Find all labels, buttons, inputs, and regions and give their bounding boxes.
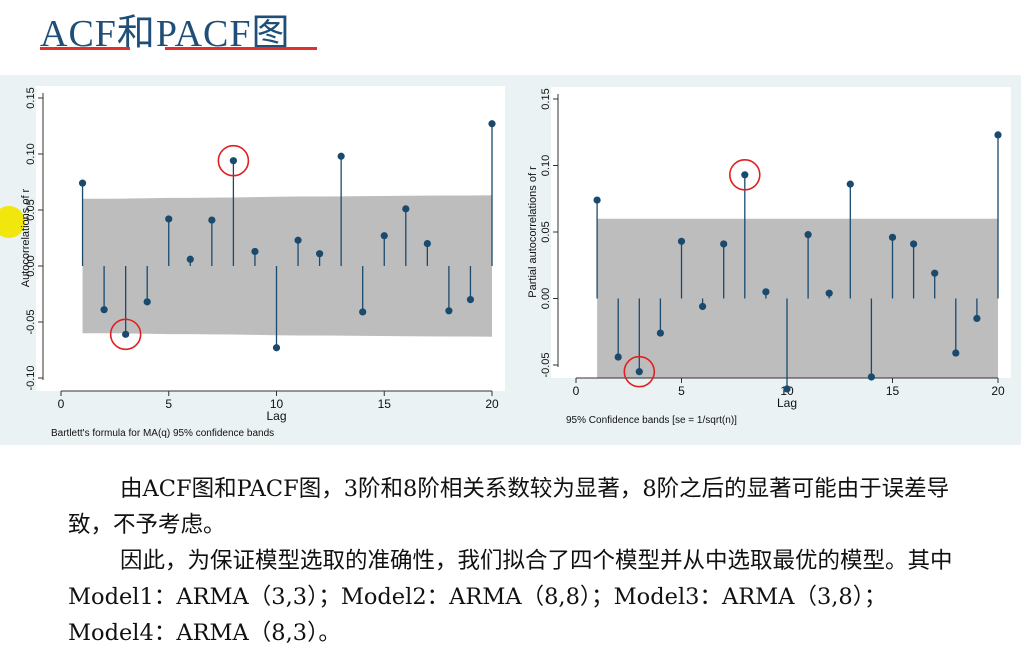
y-axis-title: Autocorrelations of r bbox=[20, 188, 32, 287]
data-point bbox=[380, 232, 388, 240]
y-tick-label: -0.05 bbox=[540, 352, 552, 377]
data-point bbox=[593, 196, 601, 204]
data-point bbox=[973, 314, 981, 323]
data-point bbox=[994, 131, 1002, 139]
body-text: 由ACF图和PACF图，3阶和8阶相关系数较为显著，8阶之后的显著可能由于误差导… bbox=[68, 471, 978, 651]
data-point bbox=[316, 250, 324, 258]
data-point bbox=[165, 215, 173, 223]
x-tick-label: 15 bbox=[886, 384, 900, 398]
x-tick-label: 5 bbox=[678, 384, 685, 398]
data-point bbox=[762, 288, 770, 296]
y-axis-title: Partial autocorrelations of r bbox=[527, 166, 539, 298]
data-point bbox=[656, 329, 664, 337]
highlight-circle bbox=[217, 144, 250, 177]
highlight-circle bbox=[623, 355, 656, 388]
data-point bbox=[699, 302, 707, 311]
y-tick-label: 0.00 bbox=[540, 288, 552, 309]
confidence-band bbox=[82, 195, 493, 337]
y-tick-label: 0.05 bbox=[540, 221, 552, 242]
title-underline-acf bbox=[40, 47, 130, 50]
data-point bbox=[804, 231, 812, 239]
data-point bbox=[677, 237, 686, 245]
y-tick-label: 0.00 bbox=[25, 255, 37, 276]
data-point bbox=[294, 236, 302, 244]
y-tick-label: 0.05 bbox=[25, 199, 37, 220]
y-tick-label: 0.15 bbox=[540, 88, 552, 109]
x-tick-label: 15 bbox=[378, 397, 392, 411]
confidence-band bbox=[597, 218, 998, 379]
data-point bbox=[229, 157, 237, 165]
y-tick-label: -0.05 bbox=[25, 309, 37, 334]
data-point bbox=[952, 349, 960, 357]
y-tick-label: 0.15 bbox=[25, 87, 37, 108]
data-point bbox=[888, 233, 897, 241]
pointer-highlight bbox=[0, 206, 25, 238]
data-point bbox=[488, 120, 496, 128]
data-point bbox=[272, 344, 281, 352]
data-point bbox=[445, 307, 453, 315]
x-tick-label: 20 bbox=[485, 397, 499, 411]
highlight-circle bbox=[109, 318, 142, 351]
data-point bbox=[741, 171, 749, 179]
x-axis-title: Lag bbox=[266, 409, 286, 423]
acf-chart: -0.10 -0.05 0.00 0.05 0.10 0.15 0 5 10 15 20 Autoco… bbox=[20, 86, 505, 438]
data-point bbox=[614, 353, 622, 361]
data-point bbox=[910, 240, 918, 248]
x-tick-label: 0 bbox=[58, 397, 65, 411]
data-point bbox=[931, 269, 939, 277]
data-point bbox=[122, 330, 130, 338]
pacf-chart: -0.050.000.050.100.1505101520Partial aut… bbox=[527, 87, 1011, 426]
data-point bbox=[783, 385, 791, 393]
paragraph-models: 因此，为保证模型选取的准确性，我们拟合了四个模型并从中选取最优的模型。其中Mod… bbox=[68, 548, 953, 646]
data-point bbox=[359, 308, 367, 316]
highlight-circle bbox=[729, 159, 761, 191]
x-tick-label: 0 bbox=[573, 384, 580, 398]
data-point bbox=[251, 247, 259, 256]
x-tick-label: 20 bbox=[991, 384, 1005, 398]
paragraph-conclusion: 由ACF图和PACF图，3阶和8阶相关系数较为显著，8阶之后的显著可能由于误差导… bbox=[68, 476, 950, 538]
x-tick-label: 5 bbox=[165, 397, 172, 411]
data-point bbox=[337, 152, 345, 160]
band-note: Bartlett's formula for MA(q) 95% confide… bbox=[51, 428, 274, 438]
data-point bbox=[423, 240, 431, 248]
data-point bbox=[402, 205, 410, 213]
data-point bbox=[100, 306, 108, 314]
title-underline-pacf bbox=[165, 47, 317, 50]
data-point bbox=[143, 298, 151, 306]
data-point bbox=[867, 373, 875, 381]
x-tick-label: 10 bbox=[270, 397, 284, 411]
data-point bbox=[186, 255, 194, 263]
data-point bbox=[846, 180, 854, 188]
data-point bbox=[635, 368, 643, 376]
y-tick-label: -0.10 bbox=[25, 365, 37, 390]
data-point bbox=[825, 289, 833, 297]
data-point bbox=[208, 216, 216, 224]
data-point bbox=[466, 296, 475, 304]
y-tick-label: 0.10 bbox=[540, 155, 552, 176]
data-point bbox=[78, 179, 87, 187]
x-axis-title: Lag bbox=[777, 396, 797, 410]
data-point bbox=[720, 240, 728, 248]
band-note: 95% Confidence bands [se = 1/sqrt(n)] bbox=[566, 415, 737, 426]
y-tick-label: 0.10 bbox=[25, 143, 37, 164]
